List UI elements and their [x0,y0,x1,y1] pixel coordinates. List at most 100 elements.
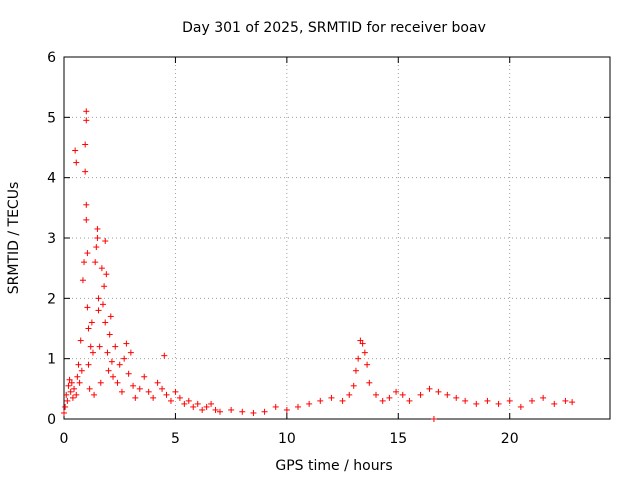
data-series-srmtid [61,108,576,422]
data-point [167,397,174,404]
data-point [116,361,123,368]
data-point [159,385,166,392]
data-point [89,349,96,356]
data-point [161,352,168,359]
data-point [346,391,353,398]
data-point [272,403,279,410]
chart-title: Day 301 of 2025, SRMTID for receiver boa… [182,20,486,36]
data-point [101,283,108,290]
data-point [141,373,148,380]
data-point [185,397,192,404]
data-point [76,379,83,386]
data-point [104,349,111,356]
data-point [399,391,406,398]
data-point [64,397,71,404]
data-point [94,225,101,232]
data-point [406,397,413,404]
data-point [118,388,125,395]
data-point [94,235,101,241]
data-point [181,400,188,407]
data-point [417,391,424,398]
x-tick-label: 20 [501,431,519,447]
data-point [83,201,90,208]
data-point [517,403,524,410]
data-point [110,373,117,380]
data-point [250,409,257,416]
data-point [73,391,80,398]
data-point [73,159,80,166]
data-point [83,216,90,223]
data-point [484,397,491,404]
data-point [81,259,88,266]
data-point [132,394,139,401]
data-point [426,385,433,392]
data-point [72,147,79,154]
data-point [495,400,502,407]
data-point [97,379,104,386]
data-point [102,319,109,326]
data-point [306,400,313,407]
data-point [95,295,102,302]
data-point [82,168,89,175]
data-point [506,397,513,404]
data-point [108,358,115,365]
data-point [339,397,346,404]
data-point [82,141,89,148]
data-point [355,355,362,362]
data-point [199,406,206,413]
data-point [444,391,451,398]
data-point [95,307,102,314]
x-tick-label: 10 [278,431,296,447]
data-point [121,355,128,362]
data-point [136,385,143,392]
data-point [83,117,90,124]
data-point [228,406,235,413]
data-point [85,361,92,368]
data-point [551,400,558,407]
data-point [239,408,246,415]
data-point [86,385,93,392]
data-point [295,403,301,410]
data-point [208,400,215,407]
data-point [163,391,170,398]
data-point [61,409,67,416]
data-point [74,373,81,380]
data-point [96,343,103,350]
data-point [379,397,386,404]
data-point [67,388,74,395]
x-tick-label: 15 [389,431,407,447]
data-point [84,250,91,257]
data-point [328,394,335,401]
data-point [357,337,364,344]
data-point [145,388,152,395]
y-tick-label: 4 [47,171,56,187]
data-point [150,394,157,401]
data-point [98,265,105,272]
data-point [87,343,94,350]
y-tick-label: 3 [47,231,56,247]
data-point [361,349,368,356]
y-tick-label: 0 [47,412,56,428]
data-point [105,367,112,374]
data-point [473,400,480,407]
data-point [569,399,576,406]
data-point [100,301,106,308]
data-point [172,388,179,395]
data-point [435,388,442,395]
data-point [91,391,98,398]
data-point [190,403,197,410]
plot-frame [63,56,611,420]
data-point [317,397,324,404]
data-point [123,340,130,347]
data-point [350,382,357,389]
data-point [103,271,110,278]
data-point [217,408,223,415]
y-tick-label: 6 [47,50,56,66]
data-point [62,403,69,410]
data-point [106,331,113,338]
data-point [66,376,73,383]
x-axis-label: GPS time / hours [275,458,392,474]
data-point [69,394,76,401]
data-point [127,349,134,356]
y-axis-label: SRMTID / TECUs [6,182,22,295]
